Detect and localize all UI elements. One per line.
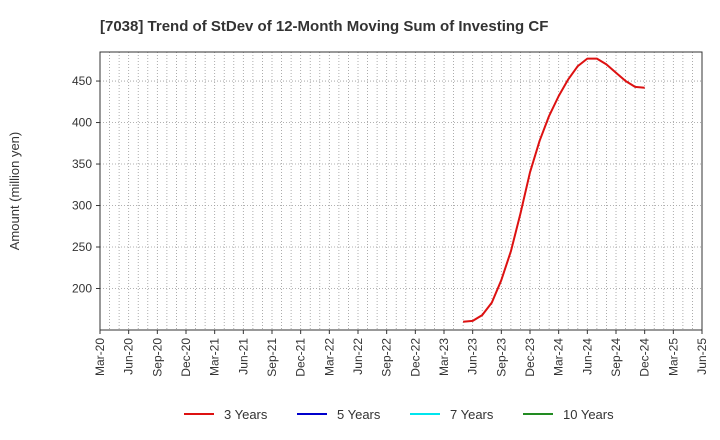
x-axis-ticks: Mar-20 Jun-20 Sep-20 Dec-20 Mar-21 Jun-21 Sep-… [93, 330, 709, 377]
x-tick-label: Sep-24 [609, 338, 623, 377]
x-tick-label: Sep-22 [380, 338, 394, 377]
x-tick-label: Mar-23 [437, 338, 451, 376]
x-tick-label: Mar-25 [666, 338, 680, 376]
x-tick-label: Jun-25 [695, 338, 709, 375]
legend-label: 5 Years [337, 407, 381, 422]
chart-title: [7038] Trend of StDev of 12-Month Moving… [100, 18, 548, 35]
x-tick-label: Jun-20 [122, 338, 136, 375]
y-tick-label: 300 [72, 199, 92, 213]
x-tick-label: Dec-21 [294, 338, 308, 377]
x-tick-label: Sep-21 [265, 338, 279, 377]
grid [99, 52, 703, 330]
x-tick-label: Dec-24 [638, 338, 652, 377]
x-tick-label: Sep-20 [150, 338, 164, 377]
y-tick-label: 350 [72, 157, 92, 171]
x-tick-label: Sep-23 [494, 338, 508, 377]
x-tick-label: Mar-22 [322, 338, 336, 376]
x-tick-label: Dec-22 [408, 338, 422, 377]
x-tick-label: Jun-24 [580, 338, 594, 375]
x-tick-label: Jun-22 [351, 338, 365, 375]
plot-area [99, 51, 703, 331]
y-tick-label: 400 [72, 116, 92, 130]
x-tick-label: Mar-21 [208, 338, 222, 376]
legend-label: 3 Years [224, 407, 268, 422]
legend-label: 7 Years [450, 407, 494, 422]
legend: 3 Years 5 Years 7 Years 10 Years [184, 407, 614, 422]
x-tick-label: Mar-20 [93, 338, 107, 376]
y-axis-label: Amount (million yen) [7, 132, 22, 251]
y-tick-label: 450 [72, 74, 92, 88]
y-axis-ticks: 200 250 300 350 400 450 [72, 74, 100, 296]
x-tick-label: Dec-20 [179, 338, 193, 377]
y-tick-label: 250 [72, 240, 92, 254]
series-lines [463, 57, 645, 323]
x-tick-label: Jun-21 [236, 338, 250, 375]
series-line-3-years [463, 57, 645, 323]
y-tick-label: 200 [72, 282, 92, 296]
x-tick-label: Mar-24 [552, 338, 566, 376]
x-tick-label: Dec-23 [523, 338, 537, 377]
x-tick-label: Jun-23 [466, 338, 480, 375]
legend-label: 10 Years [563, 407, 614, 422]
